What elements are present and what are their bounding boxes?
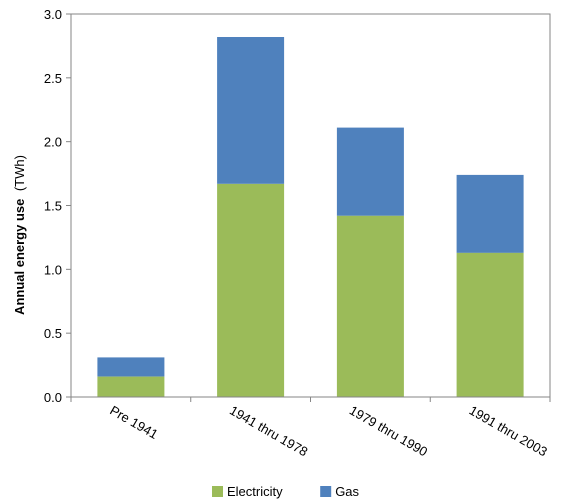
y-axis-title: Annual energy use (TWh) [11,155,28,315]
plot-area: Pre 1941 1941 thru 1978 1979 thru 1990 1991… [44,7,551,460]
bar-electricity-0 [97,376,165,397]
y-tick-label: 0.5 [44,326,62,341]
bar-gas-0 [97,357,165,377]
legend-label-electricity: Electricity [227,484,283,499]
y-axis-title-unit: (TWh) [12,155,27,191]
y-axis-title-main: Annual energy use [12,199,27,315]
legend-swatch-electricity [212,486,223,497]
x-tick-label: 1941 thru 1978 [227,403,310,460]
bar-gas-1 [217,37,285,184]
x-tick-label: 1991 thru 2003 [467,403,550,460]
y-tick-label: 3.0 [44,7,62,22]
y-tick-label: 1.5 [44,199,62,214]
bar-electricity-1 [217,183,285,397]
x-tick-label: Pre 1941 [107,403,160,442]
y-tick-label: 2.5 [44,71,62,86]
bar-gas-3 [456,174,524,253]
bar-gas-2 [336,127,404,216]
legend-label-gas: Gas [335,484,359,499]
bar-electricity-3 [456,252,524,397]
legend-swatch-gas [320,486,332,497]
y-tick-label: 1.0 [44,262,62,277]
legend: Electricity Gas [212,484,360,499]
x-tick-label: 1979 thru 1990 [347,403,430,460]
y-tick-label: 0.0 [44,390,62,405]
bar-electricity-2 [336,215,404,397]
y-tick-label: 2.0 [44,135,62,150]
